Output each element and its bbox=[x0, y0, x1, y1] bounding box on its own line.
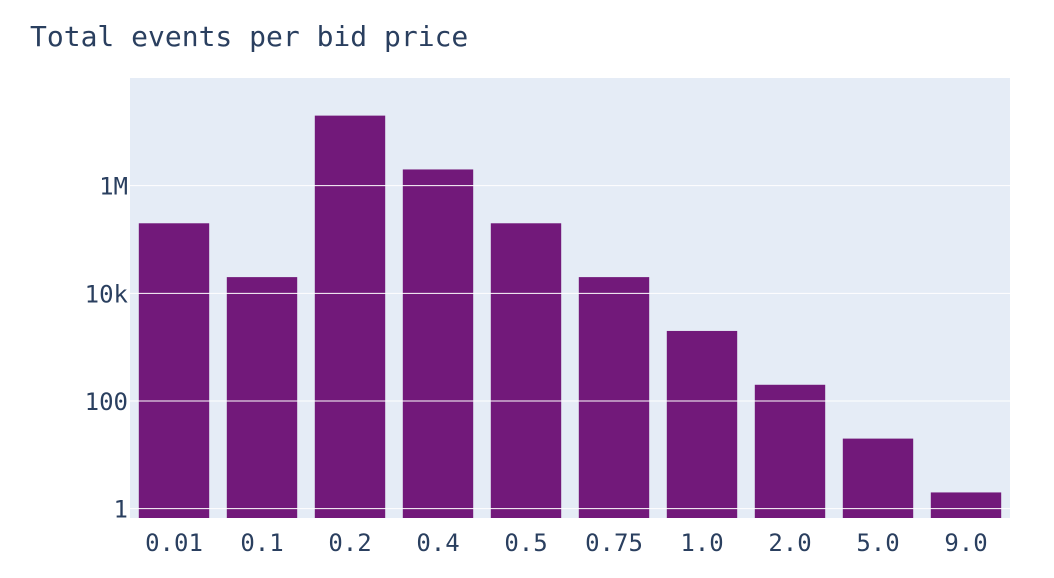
bar-0.1 bbox=[226, 277, 298, 518]
y-tick-label: 100 bbox=[85, 388, 128, 416]
gridlines-group bbox=[130, 185, 1010, 510]
y-tick-label: 10k bbox=[85, 280, 129, 308]
x-tick-label: 0.2 bbox=[328, 529, 371, 557]
x-tick-label: 0.01 bbox=[145, 529, 203, 557]
x-tick-label: 0.75 bbox=[585, 529, 643, 557]
x-tick-label: 0.5 bbox=[504, 529, 547, 557]
x-tick-label: 5.0 bbox=[856, 529, 899, 557]
bar-9.0 bbox=[930, 492, 1002, 518]
x-tick-label: 0.4 bbox=[416, 529, 459, 557]
y-axis-ticks: 1 100 10k 1M bbox=[85, 173, 129, 524]
x-axis-ticks: 0.01 0.1 0.2 0.4 0.5 0.75 1.0 2.0 5.0 9.0 bbox=[145, 529, 988, 557]
bar-0.2 bbox=[314, 115, 386, 518]
x-tick-label: 9.0 bbox=[944, 529, 987, 557]
bar-0.75 bbox=[578, 277, 650, 518]
y-tick-label: 1 bbox=[114, 496, 128, 524]
x-tick-label: 2.0 bbox=[768, 529, 811, 557]
bar-5.0 bbox=[842, 438, 914, 518]
bar-0.01 bbox=[138, 223, 210, 518]
chart-title: Total events per bid price bbox=[30, 20, 468, 53]
bar-1.0 bbox=[666, 330, 738, 518]
bar-0.5 bbox=[490, 223, 562, 518]
y-tick-label: 1M bbox=[99, 173, 128, 201]
x-tick-label: 1.0 bbox=[680, 529, 723, 557]
bar-2.0 bbox=[754, 384, 826, 518]
x-tick-label: 0.1 bbox=[240, 529, 283, 557]
bars-group bbox=[138, 115, 1002, 518]
bar-0.4 bbox=[402, 169, 474, 518]
